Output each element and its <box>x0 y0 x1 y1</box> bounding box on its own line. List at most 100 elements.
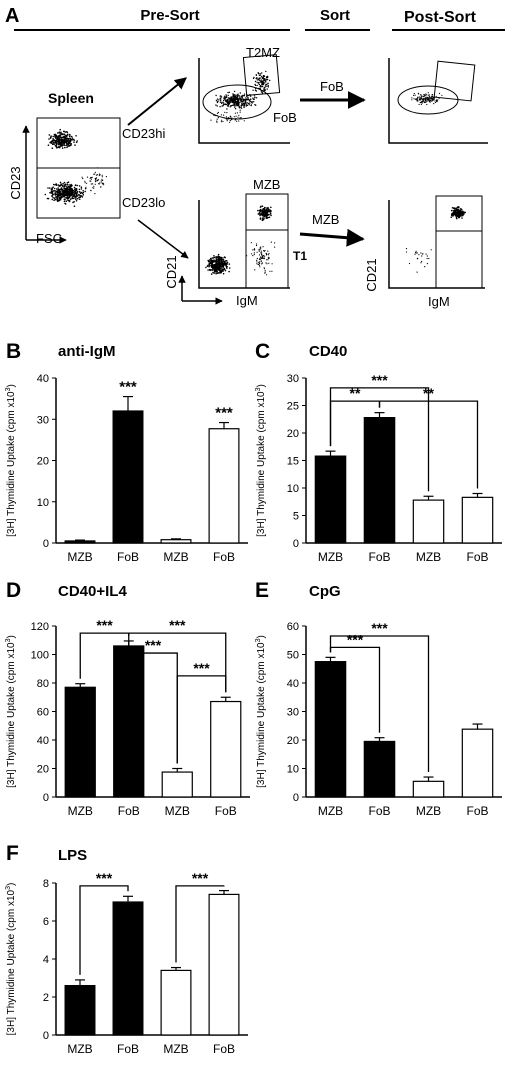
post-mzb-gate <box>435 195 483 289</box>
post-t2mz-gate <box>433 60 476 102</box>
x-category-label: FoB <box>466 550 488 564</box>
post-fob-dot-cloud <box>411 92 443 106</box>
y-axis-title: [3H] Thymidine Uptake (cpm x103) <box>255 635 267 788</box>
x-category-label: FoB <box>117 550 139 564</box>
cd23hi-dot-cloud <box>210 70 271 123</box>
significance-bracket <box>79 885 129 975</box>
cd23lo-label: CD23lo <box>122 195 165 210</box>
significance-bracket <box>329 635 430 773</box>
post-igm-axis-label: IgM <box>428 294 450 309</box>
bar <box>314 455 347 544</box>
cd23lo-dot-cloud <box>205 205 276 276</box>
chart-title: CpG <box>309 583 341 600</box>
bracket-label: *** <box>145 637 162 653</box>
chart-title: LPS <box>58 847 87 864</box>
bar <box>160 539 192 544</box>
y-tick-label: 4 <box>43 954 49 966</box>
y-tick-label: 50 <box>287 650 299 662</box>
header-pre-sort: Pre-Sort <box>140 7 199 24</box>
bracket-label: ** <box>423 385 434 401</box>
y-axis-title: [3H] Thymidine Uptake (cpm x103) <box>5 883 17 1036</box>
sort-label-mzb: MZB <box>312 212 339 227</box>
bar <box>64 686 96 798</box>
y-tick-label: 10 <box>287 483 299 495</box>
panel-letter: B <box>6 340 21 363</box>
panel-letter: F <box>6 842 19 865</box>
chart-panel-e: E CpG [3H] Thymidine Uptake (cpm x103) 0 10 2… <box>255 579 502 818</box>
y-tick-label: 2 <box>43 992 49 1004</box>
significance-stars: *** <box>119 379 137 396</box>
chart-panel-f: F LPS [3H] Thymidine Uptake (cpm x103) 0 2 4 6… <box>5 842 248 1056</box>
y-tick-label: 5 <box>293 511 299 523</box>
bracket-label: *** <box>193 660 210 676</box>
x-category-label: FoB <box>215 804 237 818</box>
y-tick-label: 20 <box>287 735 299 747</box>
y-tick-label: 10 <box>287 764 299 776</box>
y-tick-label: 30 <box>287 707 299 719</box>
y-tick-label: 120 <box>31 621 49 633</box>
bar <box>64 540 96 544</box>
y-tick-label: 25 <box>287 401 299 413</box>
panel-letter-a: A <box>5 5 19 27</box>
bracket-label: *** <box>347 631 364 647</box>
y-tick-label: 40 <box>287 678 299 690</box>
y-tick-label: 80 <box>37 678 49 690</box>
post-fob-gate <box>397 85 459 115</box>
y-axis-title: [3H] Thymidine Uptake (cpm x103) <box>5 384 17 537</box>
bar <box>208 893 240 1036</box>
mzb-t1-gate <box>245 193 289 289</box>
bar <box>314 661 347 798</box>
y-tick-label: 0 <box>43 1030 49 1042</box>
y-tick-label: 60 <box>287 621 299 633</box>
significance-bracket <box>378 400 479 489</box>
t2mz-label: T2MZ <box>246 45 280 60</box>
bar <box>461 728 494 798</box>
fsc-axis-label: FSC <box>36 231 62 246</box>
y-tick-label: 100 <box>31 650 49 662</box>
y-tick-label: 30 <box>37 414 49 426</box>
x-category-label: MZB <box>165 804 190 818</box>
x-category-label: MZB <box>318 804 343 818</box>
bar <box>210 700 242 798</box>
bar <box>112 410 144 544</box>
chart-panel-d: D CD40+IL4 [3H] Thymidine Uptake (cpm x103… <box>5 579 250 818</box>
y-tick-label: 30 <box>287 373 299 385</box>
y-tick-label: 0 <box>43 792 49 804</box>
panel-a: A Pre-Sort Sort Post-Sort Spleen CD23 FS… <box>5 5 505 309</box>
y-tick-label: 0 <box>43 538 49 550</box>
bar <box>160 969 192 1036</box>
arrow-to-cd23lo-plot <box>137 219 189 259</box>
significance-bracket <box>176 675 227 764</box>
bar <box>363 417 396 544</box>
bar <box>363 740 396 798</box>
bar <box>64 984 96 1036</box>
bracket-label: *** <box>96 617 113 633</box>
x-category-label: FoB <box>368 550 390 564</box>
bracket-label: *** <box>169 617 186 633</box>
x-category-label: MZB <box>68 804 93 818</box>
post-mzb-dot-cloud <box>405 206 467 273</box>
panel-letter: C <box>255 340 270 363</box>
spleen-dot-cloud <box>44 128 107 207</box>
significance-bracket <box>128 632 227 693</box>
cd21-axis-label: CD21 <box>164 255 179 288</box>
significance-bracket <box>329 646 381 733</box>
y-tick-label: 20 <box>287 428 299 440</box>
sort-arrow-mzb <box>299 228 365 247</box>
bar <box>113 645 145 798</box>
sort-label-fob: FoB <box>320 79 344 94</box>
x-category-label: FoB <box>117 1042 139 1056</box>
post-mzb-plot-axes <box>388 200 485 289</box>
spleen-label: Spleen <box>48 90 94 106</box>
x-category-label: FoB <box>213 1042 235 1056</box>
cd23hi-plot-axes <box>198 58 290 144</box>
chart-panel-c: C CD40 [3H] Thymidine Uptake (cpm x103) 0 5 1… <box>255 340 502 564</box>
bracket-label: *** <box>192 870 209 886</box>
igm-axis-label: IgM <box>236 293 258 308</box>
bracket-label: ** <box>350 385 361 401</box>
x-category-label: MZB <box>67 550 92 564</box>
x-category-label: MZB <box>67 1042 92 1056</box>
bar <box>161 771 193 798</box>
